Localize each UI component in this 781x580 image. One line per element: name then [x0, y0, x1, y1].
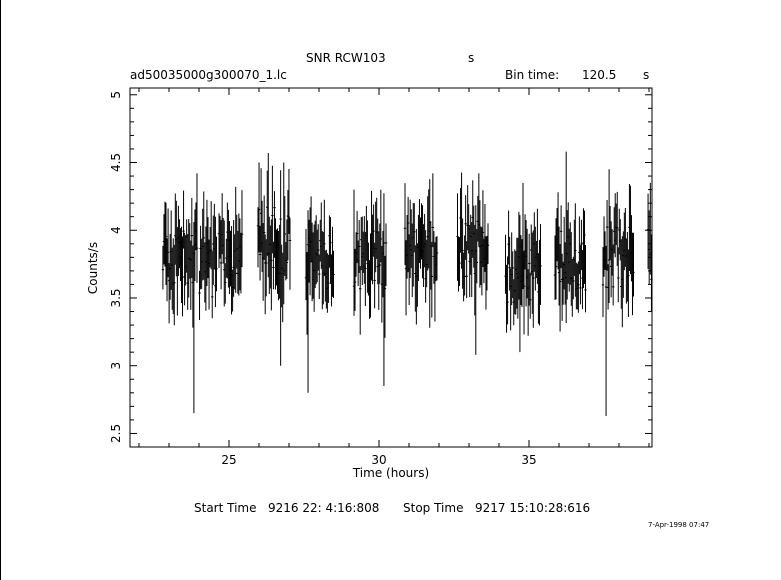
- y-tick-label: 3.5: [109, 288, 123, 307]
- plot-frame: [129, 87, 653, 448]
- y-tick-label: 5: [109, 91, 123, 99]
- file-name: ad50035000g300070_1.lc: [130, 68, 287, 82]
- window-edge: [0, 0, 1, 580]
- y-tick-label: 4: [109, 226, 123, 234]
- bin-time-unit: s: [643, 68, 650, 82]
- bin-time-value: 120.5: [582, 68, 617, 82]
- date-stamp: 7-Apr-1998 07:47: [648, 521, 710, 529]
- y-axis-label: Counts/s: [86, 242, 100, 294]
- chart-title: SNR RCW103: [306, 51, 386, 65]
- title-unit: s: [468, 51, 475, 65]
- y-tick-label: 2.5: [109, 424, 123, 443]
- y-tick-label: 4.5: [109, 153, 123, 172]
- x-tick-label: 25: [221, 453, 236, 467]
- x-tick-label: 35: [521, 453, 536, 467]
- y-tick-label: 3: [109, 362, 123, 370]
- start-time-value: 9216 22: 4:16:808: [268, 501, 380, 515]
- stop-time-value: 9217 15:10:28:616: [475, 501, 591, 515]
- x-tick-label: 30: [371, 453, 386, 467]
- axis-ticks: 25 30 35 2.5 3 3.5 4 4.5 5: [109, 88, 652, 467]
- start-time-label: Start Time: [194, 501, 257, 515]
- x-axis-label: Time (hours): [352, 466, 429, 480]
- stop-time-label: Stop Time: [403, 501, 464, 515]
- bin-time-label: Bin time:: [505, 68, 560, 82]
- data-marks: [161, 151, 653, 416]
